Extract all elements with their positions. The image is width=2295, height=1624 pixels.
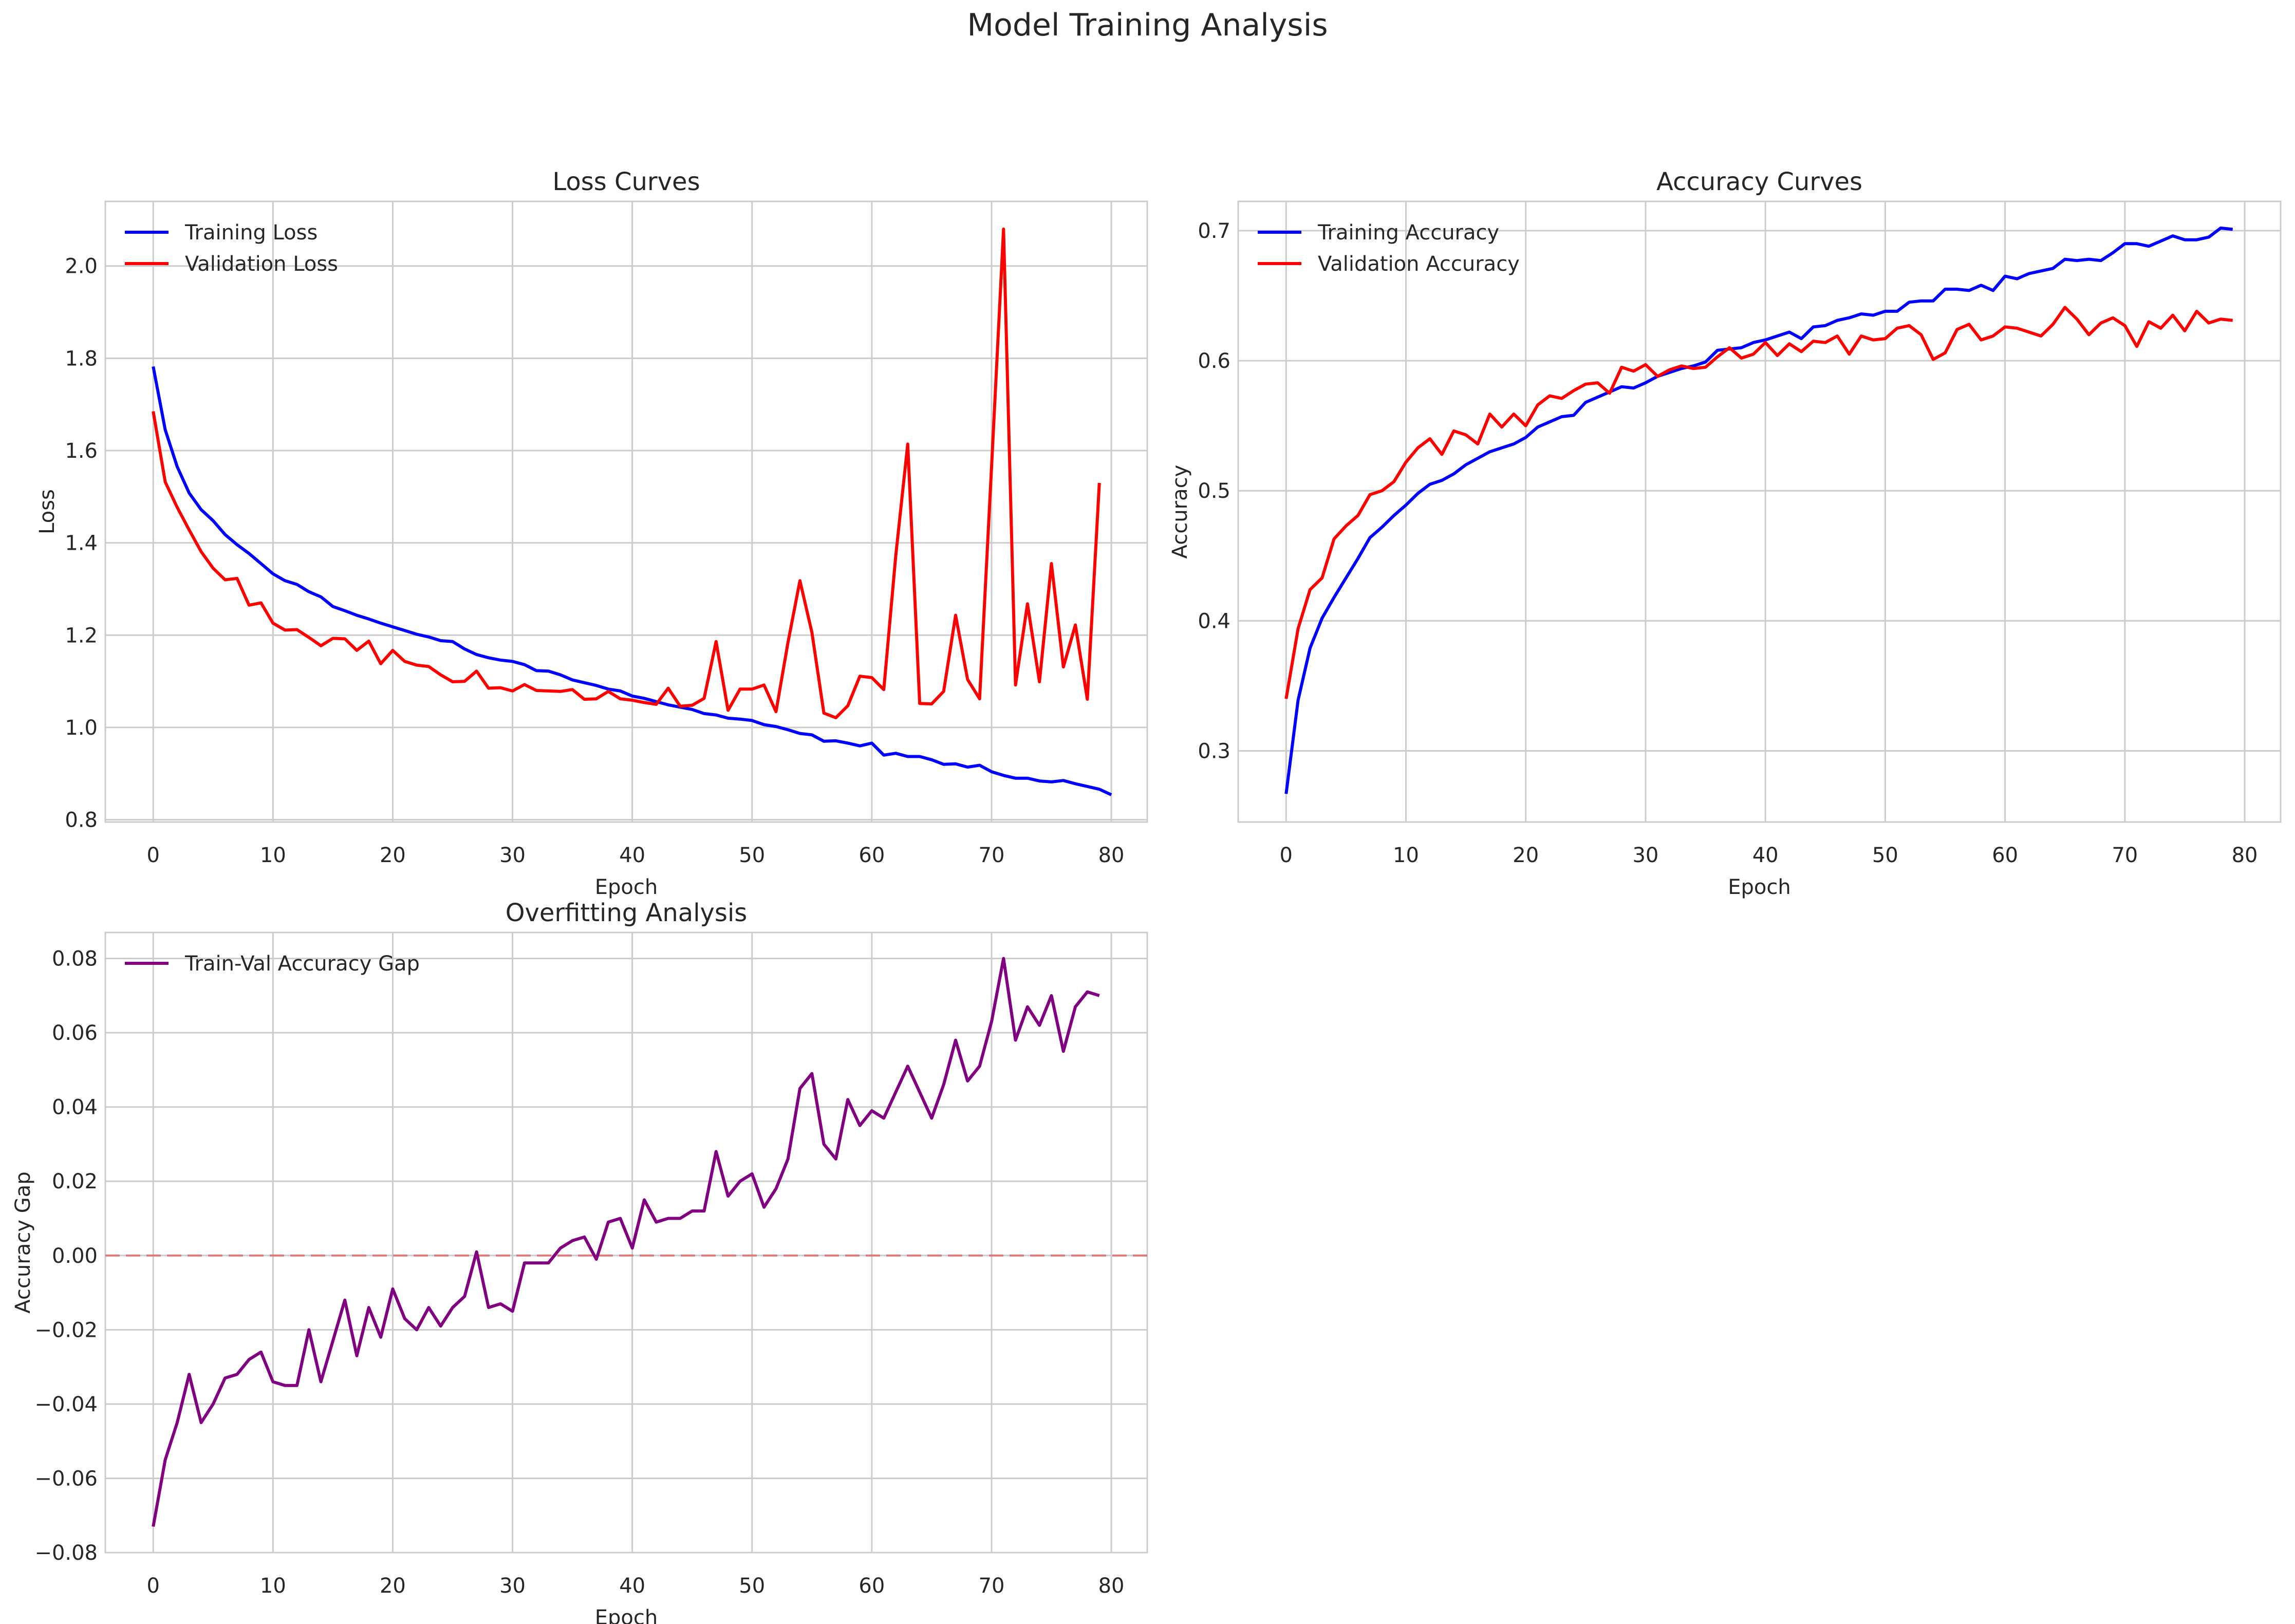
y-tick-label: 1.4 <box>65 532 98 555</box>
legend-label: Train-Val Accuracy Gap <box>184 952 420 976</box>
subplot-1: 0 10 20 30 40 50 60 70 80 0.8 1.0 1.2 1.4 1.6 1.8 2.0 Lo… <box>35 167 1148 899</box>
x-tick-label: 50 <box>739 844 765 867</box>
subplot-3: 0 10 20 30 40 50 60 70 80 −0.08 −0.06 −0.04 −0.02 0.0… <box>11 899 1148 1624</box>
y-tick-label: 0.00 <box>52 1244 98 1268</box>
y-tick-label: 1.8 <box>65 347 98 370</box>
x-tick-label: 0 <box>147 844 160 867</box>
y-axis-label: Loss <box>35 489 59 534</box>
legend-label: Validation Accuracy <box>1318 252 1520 276</box>
x-axis-label: Epoch <box>595 1606 658 1624</box>
y-tick-label: −0.02 <box>34 1318 98 1342</box>
x-tick-label: 70 <box>979 844 1005 867</box>
x-tick-label: 80 <box>1098 844 1125 867</box>
x-tick-label: 20 <box>1513 844 1539 867</box>
y-tick-label: −0.04 <box>34 1393 98 1416</box>
x-tick-label: 50 <box>1872 844 1898 867</box>
x-tick-label: 60 <box>1992 844 2018 867</box>
y-tick-label: 0.8 <box>65 809 98 832</box>
x-tick-label: 50 <box>739 1574 765 1598</box>
legend-label: Training Accuracy <box>1317 221 1499 245</box>
x-tick-label: 10 <box>1393 844 1419 867</box>
y-tick-label: 0.04 <box>52 1096 98 1119</box>
x-tick-label: 60 <box>859 844 885 867</box>
y-tick-label: 2.0 <box>65 255 98 278</box>
axes-frame <box>104 200 1148 823</box>
x-tick-label: 0 <box>147 1574 160 1598</box>
series-line <box>1284 306 2233 699</box>
subplot-2: 0 10 20 30 40 50 60 70 80 0.3 0.4 0.5 0.6 0.7 Accuracy… <box>1168 167 2282 899</box>
y-tick-label: 0.3 <box>1198 740 1230 763</box>
x-axis-label: Epoch <box>595 875 658 899</box>
legend-label: Training Loss <box>184 221 318 245</box>
subplot-title: Loss Curves <box>552 167 700 196</box>
y-tick-label: −0.06 <box>34 1467 98 1490</box>
y-tick-label: 0.6 <box>1198 349 1230 373</box>
y-tick-label: 1.6 <box>65 439 98 463</box>
y-tick-label: 0.7 <box>1198 219 1230 243</box>
legend-label: Validation Loss <box>185 252 338 276</box>
y-tick-label: 0.5 <box>1198 479 1230 503</box>
x-tick-label: 70 <box>2112 844 2138 867</box>
subplot-title: Overfitting Analysis <box>506 899 748 927</box>
x-tick-label: 20 <box>380 1574 406 1598</box>
axes-frame <box>1237 200 2282 823</box>
y-tick-label: 0.02 <box>52 1170 98 1193</box>
x-tick-label: 10 <box>260 1574 286 1598</box>
x-tick-label: 80 <box>2232 844 2258 867</box>
y-tick-label: 1.0 <box>65 716 98 740</box>
x-tick-label: 60 <box>859 1574 885 1598</box>
x-tick-label: 40 <box>1752 844 1779 867</box>
figure-title: Model Training Analysis <box>967 7 1328 43</box>
x-tick-label: 30 <box>499 1574 526 1598</box>
x-tick-label: 40 <box>619 844 645 867</box>
y-tick-label: −0.08 <box>34 1541 98 1565</box>
x-tick-label: 80 <box>1098 1574 1125 1598</box>
x-tick-label: 20 <box>380 844 406 867</box>
x-tick-label: 70 <box>979 1574 1005 1598</box>
axes-frame <box>104 931 1148 1554</box>
y-tick-label: 0.06 <box>52 1021 98 1045</box>
series-line <box>152 227 1101 719</box>
y-tick-label: 1.2 <box>65 624 98 647</box>
y-tick-label: 0.08 <box>52 947 98 971</box>
series-line <box>152 957 1100 1527</box>
x-axis-label: Epoch <box>1728 875 1790 899</box>
y-axis-label: Accuracy <box>1168 465 1192 559</box>
x-tick-label: 30 <box>1632 844 1658 867</box>
y-axis-label: Accuracy Gap <box>11 1171 35 1313</box>
y-tick-label: 0.4 <box>1198 609 1230 633</box>
series-line <box>152 366 1112 796</box>
series-line <box>1284 226 2233 794</box>
subplot-title: Accuracy Curves <box>1656 167 1862 196</box>
x-tick-label: 10 <box>260 844 286 867</box>
x-tick-label: 0 <box>1280 844 1293 867</box>
x-tick-label: 40 <box>619 1574 645 1598</box>
x-tick-label: 30 <box>499 844 526 867</box>
